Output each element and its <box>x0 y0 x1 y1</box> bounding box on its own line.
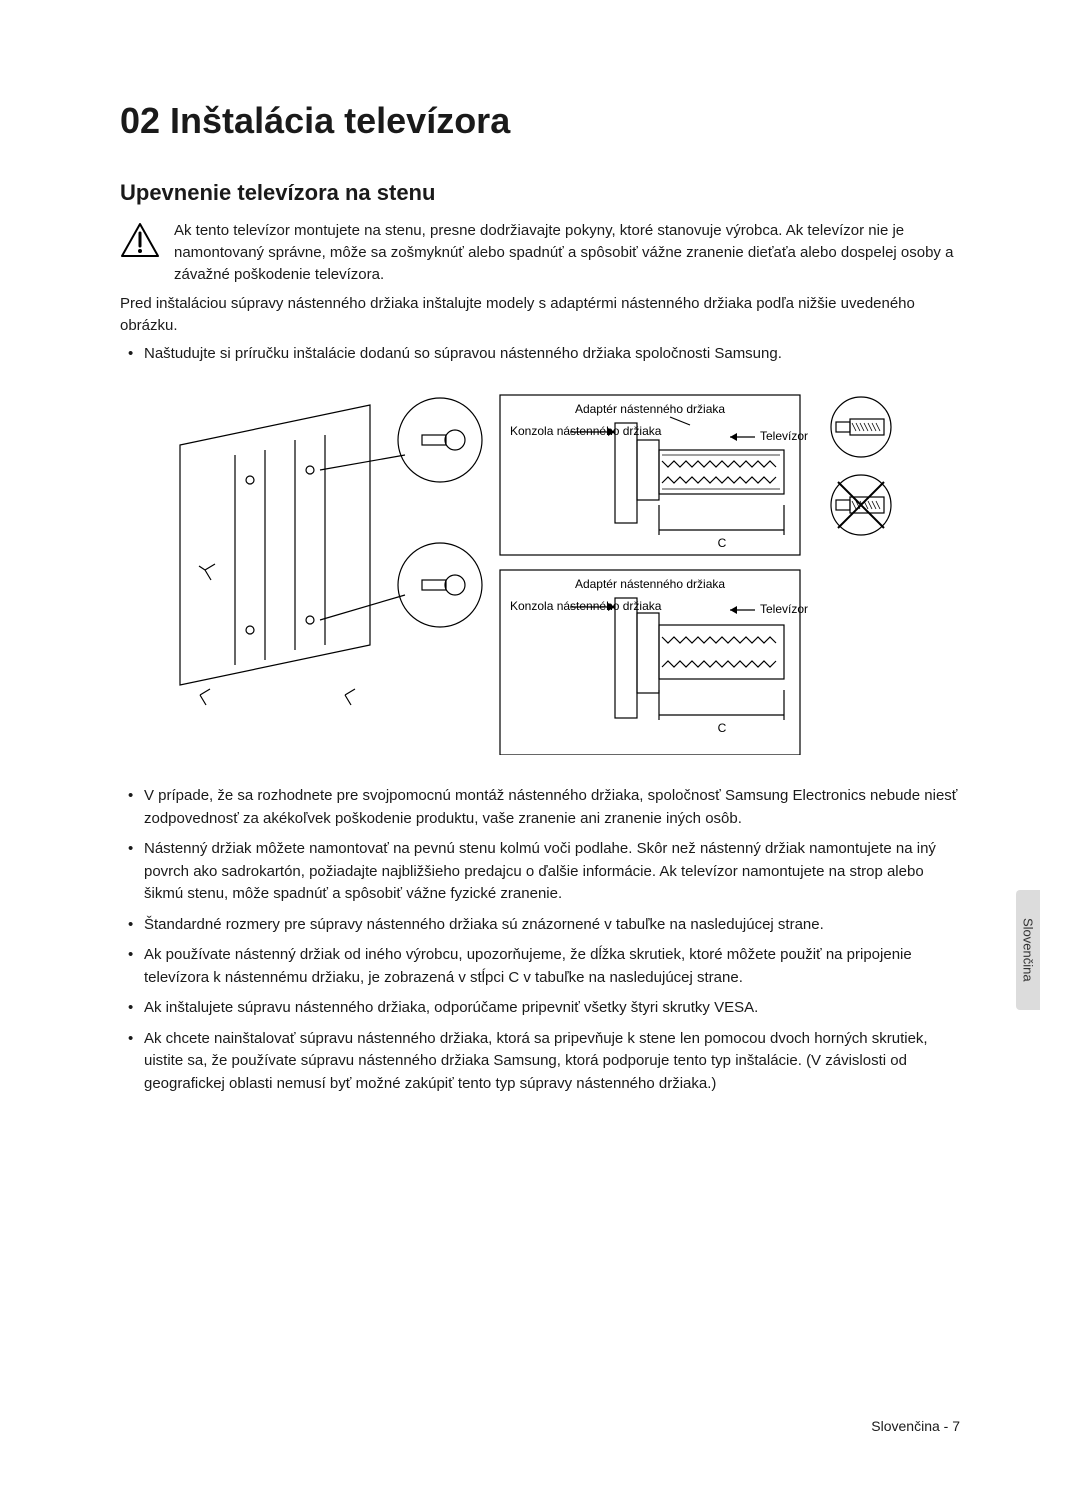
page-footer: Slovenčina - 7 <box>871 1418 960 1434</box>
diagram-label-bracket-2: Konzola nástenného držiaka <box>510 599 662 613</box>
diagram-label-c: C <box>718 536 727 550</box>
list-item: Štandardné rozmery pre súpravy nástennéh… <box>144 914 960 937</box>
wall-mount-diagram: Adaptér nástenného držiaka Konzola náste… <box>170 385 910 755</box>
section-title: Upevnenie televízora na stenu <box>120 180 960 206</box>
diagram-label-c-2: C <box>718 721 727 735</box>
diagram-label-bracket: Konzola nástenného držiaka <box>510 424 662 438</box>
chapter-title: 02 Inštalácia televízora <box>120 100 960 142</box>
list-item: Naštudujte si príručku inštalácie dodanú… <box>144 343 960 366</box>
diagram-label-tv-2: Televízor <box>760 602 808 616</box>
list-item: Ak inštalujete súpravu nástenného držiak… <box>144 997 960 1020</box>
warning-text: Ak tento televízor montujete na stenu, p… <box>174 220 960 285</box>
intro-text: Pred inštaláciou súpravy nástenného drži… <box>120 293 960 337</box>
top-bullet-list: Naštudujte si príručku inštalácie dodanú… <box>120 343 960 366</box>
bottom-bullet-list: V prípade, že sa rozhodnete pre svojpomo… <box>120 785 960 1095</box>
language-side-tab: Slovenčina <box>1016 890 1040 1010</box>
warning-block: Ak tento televízor montujete na stenu, p… <box>120 220 960 285</box>
side-tab-label: Slovenčina <box>1021 918 1036 982</box>
list-item: Nástenný držiak môžete namontovať na pev… <box>144 838 960 906</box>
list-item: Ak používate nástenný držiak od iného vý… <box>144 944 960 989</box>
diagram-label-tv: Televízor <box>760 429 808 443</box>
diagram-label-adapter-2: Adaptér nástenného držiaka <box>575 577 725 591</box>
list-item: V prípade, že sa rozhodnete pre svojpomo… <box>144 785 960 830</box>
list-item: Ak chcete nainštalovať súpravu nástennéh… <box>144 1028 960 1096</box>
warning-triangle-icon <box>120 222 160 258</box>
diagram-label-adapter: Adaptér nástenného držiaka <box>575 402 725 416</box>
